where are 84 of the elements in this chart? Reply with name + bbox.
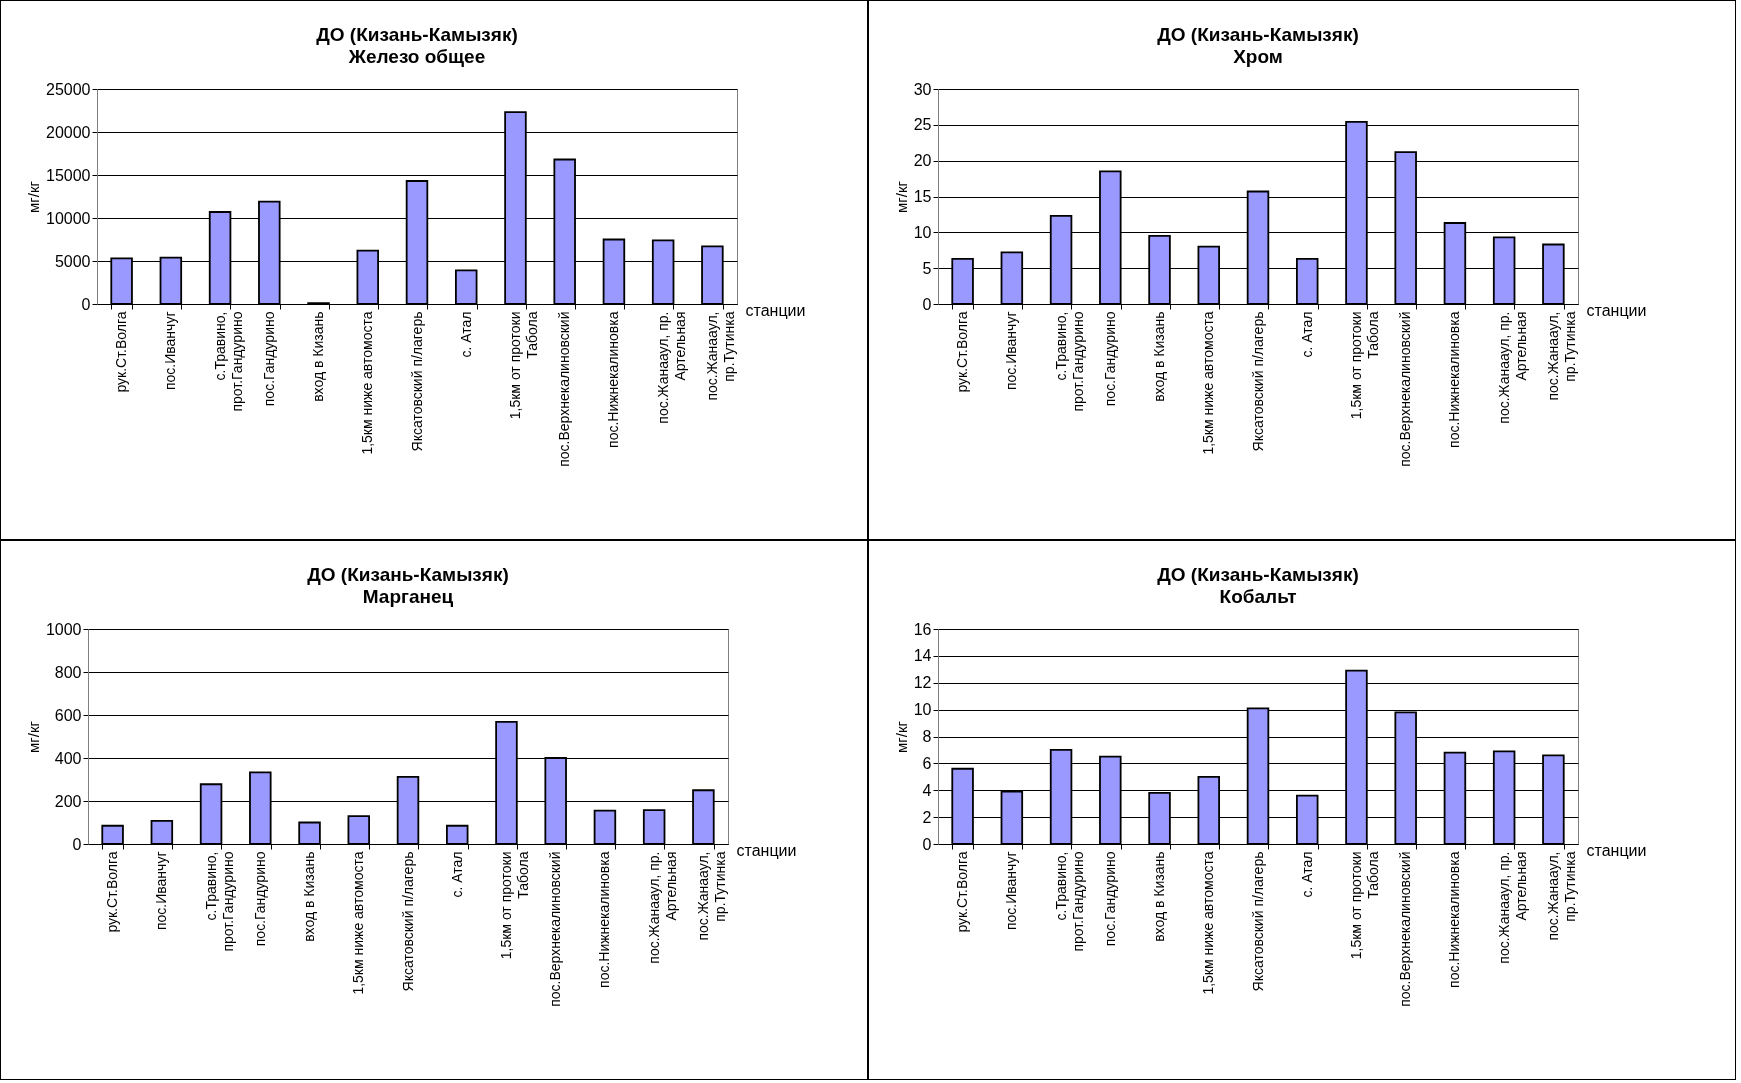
x-tick-label: пос.Иванчуг — [162, 311, 179, 391]
y-tick-label: 400 — [54, 749, 82, 767]
x-tick-label: рук.Ст.Волга — [104, 851, 121, 933]
y-tick-label: 0 — [922, 835, 932, 853]
x-tick-label: 1,5км ниже автомоста — [1200, 851, 1217, 995]
chart-title: ДО (Кизань-Камызяк) — [316, 24, 518, 45]
x-tick-label: пос.Гандурино — [260, 311, 277, 407]
x-axis-title: станции — [736, 841, 797, 859]
chart-subtitle: Марганец — [362, 586, 454, 607]
x-tick-label: пос.Иванчуг — [153, 851, 170, 931]
x-tick-label: 1,5км ниже автомоста — [350, 851, 367, 995]
y-tick-label: 20 — [913, 152, 932, 170]
x-tick-label: пос.Нижнекалиновка — [1446, 311, 1463, 448]
x-axis-title: станции — [745, 301, 806, 319]
x-axis-title: станции — [1586, 841, 1647, 859]
x-tick-label: 1,5км от протоки Табола — [497, 851, 531, 960]
y-tick-label: 15000 — [46, 166, 91, 184]
x-tick-label: рук.Ст.Волга — [954, 311, 971, 393]
chart-title: ДО (Кизань-Камызяк) — [1157, 564, 1359, 585]
x-tick-label: 1,5км ниже автомоста — [1200, 311, 1217, 455]
y-axis-title: мг/кг — [892, 720, 910, 753]
y-tick-label: 6 — [922, 754, 932, 772]
x-tick-label: пос.Гандурино — [1101, 311, 1118, 407]
y-tick-label: 1000 — [45, 620, 82, 638]
y-tick-label: 12 — [913, 674, 932, 692]
x-tick-label: вход в Кизань — [310, 311, 327, 402]
x-tick-label: 1,5км от протоки Табола — [506, 311, 540, 420]
x-tick-label: пос.Гандурино — [1101, 851, 1118, 947]
x-tick-label: 1,5км от протоки Табола — [1347, 311, 1381, 420]
y-tick-label: 4 — [922, 781, 932, 799]
x-tick-label: рук.Ст.Волга — [113, 311, 130, 393]
y-tick-label: 30 — [913, 80, 932, 98]
x-tick-label: с. Атал — [1298, 311, 1315, 358]
y-axis-title: мг/кг — [24, 720, 42, 753]
x-tick-label: Яксатовский п/лагерь — [1249, 311, 1266, 452]
x-tick-label: 1,5км от протоки Табола — [1347, 851, 1381, 960]
x-axis-title: станции — [1586, 301, 1647, 319]
y-tick-label: 5 — [922, 259, 932, 277]
y-tick-label: 10 — [913, 701, 932, 719]
chart-title: ДО (Кизань-Камызяк) — [307, 564, 509, 585]
y-tick-label: 25 — [913, 116, 932, 134]
x-tick-label: Яксатовский п/лагерь — [408, 311, 425, 452]
x-tick-label: рук.Ст.Волга — [954, 851, 971, 933]
x-tick-label: с. Атал — [448, 851, 465, 898]
x-tick-label: Яксатовский п/лагерь — [399, 851, 416, 992]
y-tick-label: 800 — [54, 663, 82, 681]
y-tick-label: 5000 — [54, 252, 91, 270]
y-tick-label: 10000 — [46, 209, 91, 227]
y-axis-title: мг/кг — [892, 180, 910, 213]
x-tick-label: вход в Кизань — [1151, 851, 1168, 942]
y-tick-label: 10 — [913, 223, 932, 241]
x-tick-label: пос.Верхнекалиновский — [547, 851, 564, 1007]
y-tick-label: 14 — [913, 647, 932, 665]
x-tick-label: вход в Кизань — [1151, 311, 1168, 402]
y-tick-label: 20000 — [46, 123, 91, 141]
chart-subtitle: Железо общее — [347, 46, 486, 67]
y-tick-label: 0 — [922, 295, 932, 313]
x-tick-label: пос.Гандурино — [251, 851, 268, 947]
x-tick-label: пос.Верхнекалиновский — [556, 311, 573, 467]
x-tick-label: 1,5км ниже автомоста — [359, 311, 376, 455]
x-tick-label: пос.Нижнекалиновка — [605, 311, 622, 448]
y-tick-label: 2 — [922, 808, 932, 826]
x-tick-label: с. Атал — [457, 311, 474, 358]
chart-title: ДО (Кизань-Камызяк) — [1157, 24, 1359, 45]
y-tick-label: 16 — [913, 620, 932, 638]
x-tick-label: Яксатовский п/лагерь — [1249, 851, 1266, 992]
x-tick-label: пос.Нижнекалиновка — [1446, 851, 1463, 988]
x-tick-label: вход в Кизань — [301, 851, 318, 942]
chart-subtitle: Хром — [1233, 46, 1283, 67]
y-tick-label: 200 — [54, 792, 82, 810]
x-tick-label: с. Атал — [1298, 851, 1315, 898]
y-tick-label: 0 — [81, 295, 91, 313]
y-tick-label: 600 — [54, 706, 82, 724]
y-axis-title: мг/кг — [25, 180, 43, 213]
y-tick-label: 25000 — [46, 80, 91, 98]
y-tick-label: 8 — [922, 728, 932, 745]
x-tick-label: пос.Верхнекалиновский — [1397, 851, 1414, 1007]
x-tick-label: пос.Нижнекалиновка — [596, 851, 613, 988]
x-tick-label: пос.Иванчуг — [1003, 311, 1020, 391]
y-tick-label: 15 — [913, 188, 932, 205]
y-tick-label: 0 — [72, 835, 82, 853]
x-tick-label: пос.Верхнекалиновский — [1397, 311, 1414, 467]
chart-subtitle: Кобальт — [1219, 586, 1297, 607]
x-tick-label: пос.Иванчуг — [1003, 851, 1020, 931]
